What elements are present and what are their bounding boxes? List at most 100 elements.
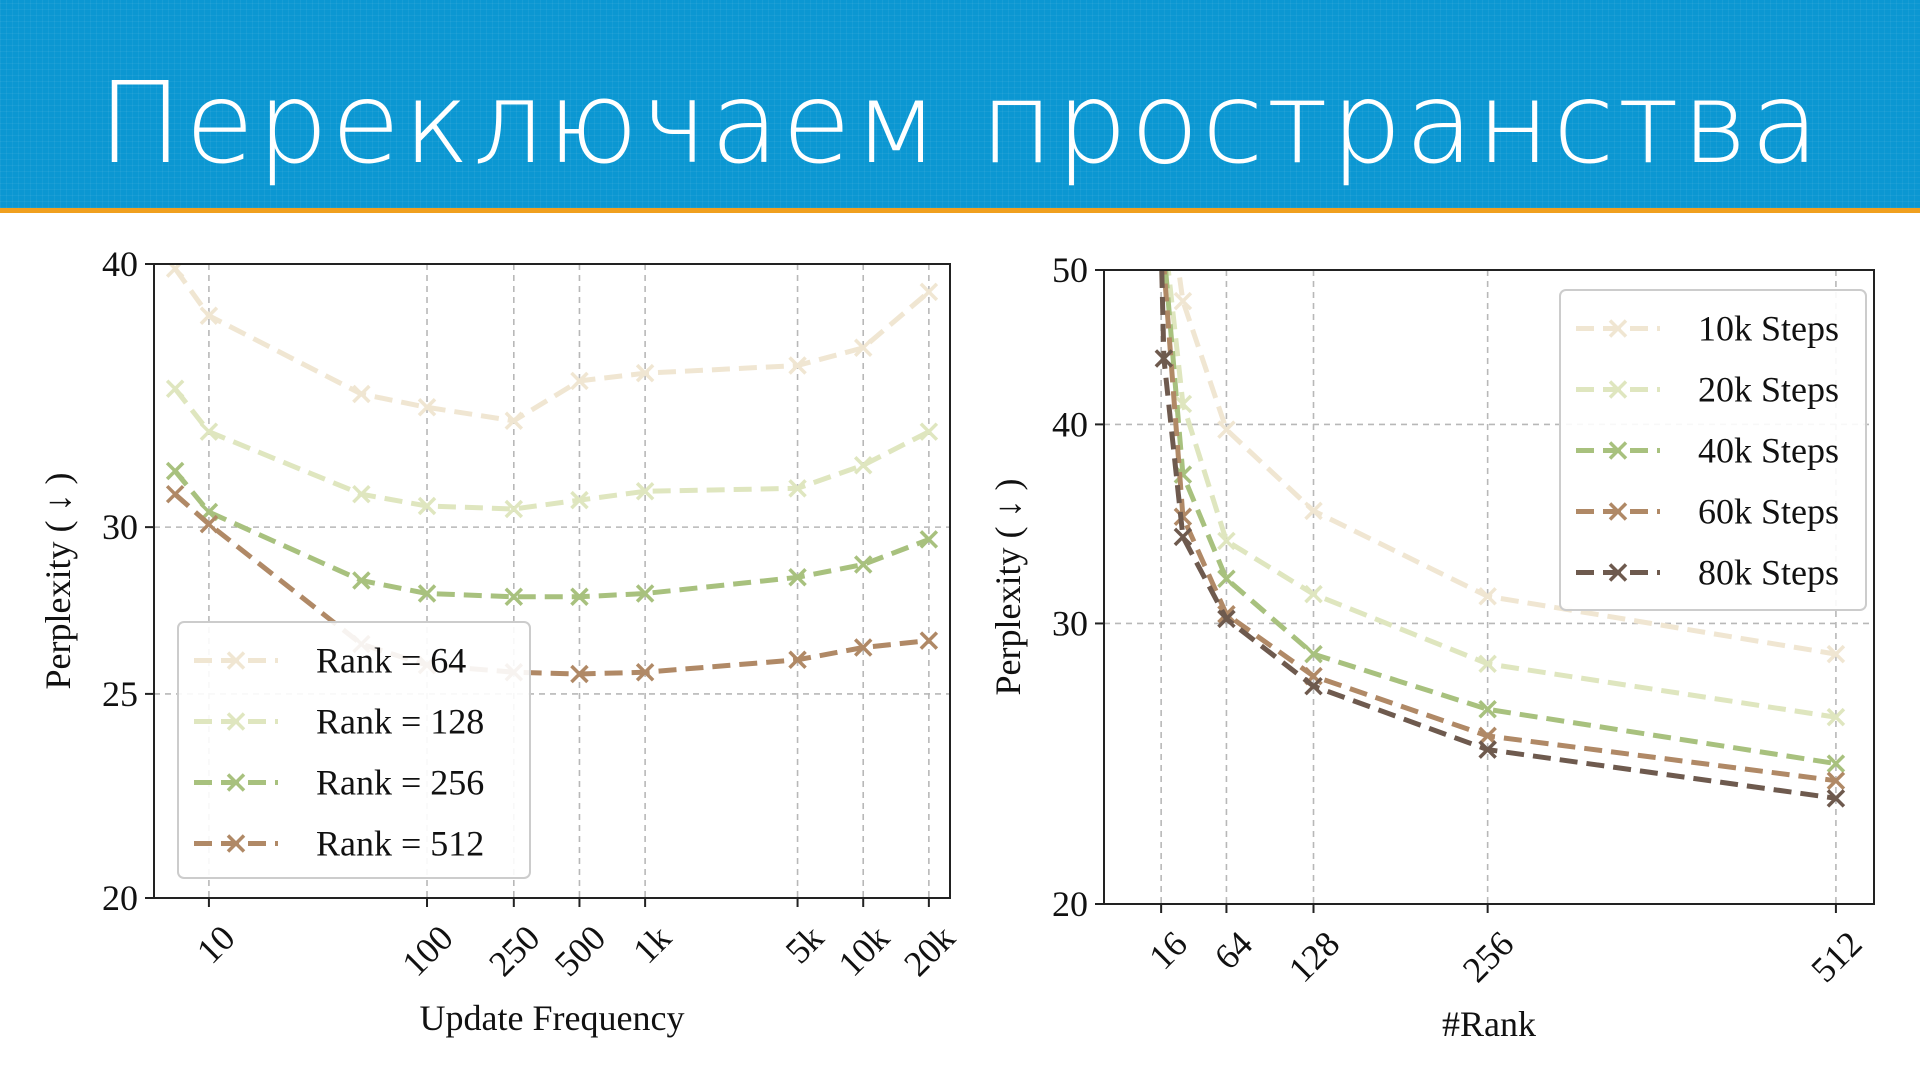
legend-label-rank-512: Rank = 512	[316, 824, 484, 864]
legend-marker	[226, 773, 246, 792]
y-tick-label: 40	[102, 244, 138, 284]
x-tick-label: 20k	[896, 917, 960, 983]
data-point-rank-256	[788, 568, 807, 587]
data-point-rank-128	[919, 422, 939, 441]
legend-label-rank-64: Rank = 64	[316, 641, 466, 681]
plot-frame	[153, 263, 951, 899]
data-point-rank-64	[504, 411, 524, 430]
series-line-20k-steps	[1165, 270, 1837, 720]
data-point-80k-steps	[1153, 240, 1169, 251]
series-line-rank-64	[173, 267, 931, 424]
legend-label-20k-steps: 20k Steps	[1698, 370, 1839, 410]
x-axis-label: Update Frequency	[420, 998, 685, 1038]
legend-label-40k-steps: 40k Steps	[1698, 431, 1839, 471]
data-point-rank-64	[853, 338, 873, 357]
y-tick-label: 40	[1052, 404, 1088, 444]
data-point-rank-256	[352, 571, 371, 590]
data-point-10k-steps	[1826, 644, 1846, 664]
plot-area	[165, 264, 939, 684]
x-tick-label: 500	[547, 917, 613, 983]
data-point-80k-steps	[1304, 676, 1323, 696]
update-frequency-chart: 10 100 250 500 1k 5k 10k 20k 20 25 30 40 Update Freq…	[38, 244, 960, 1038]
legend-marker	[226, 651, 246, 670]
legend-label-rank-128: Rank = 128	[316, 702, 484, 742]
data-point-rank-64	[352, 384, 371, 404]
data-point-rank-256	[853, 555, 873, 574]
data-point-rank-256	[919, 530, 939, 549]
x-tick-label: 128	[1281, 923, 1347, 989]
legend-label-80k-steps: 80k Steps	[1698, 553, 1839, 593]
y-tick-label: 20	[1052, 884, 1088, 924]
data-point-80k-steps	[1173, 527, 1193, 547]
x-tick-label: 256	[1455, 923, 1521, 989]
series-line-rank-256	[173, 469, 930, 600]
y-axis-label: Perplexity ( ↓ )	[38, 473, 78, 690]
data-point-rank-128	[352, 484, 371, 504]
data-point-rank-512	[635, 662, 655, 682]
legend-marker	[1608, 441, 1628, 460]
series-line-rank-512	[173, 492, 930, 677]
data-point-rank-64	[635, 363, 655, 383]
plot-frame	[1103, 269, 1875, 905]
legend-marker	[226, 834, 246, 853]
legend-box	[177, 621, 531, 879]
data-point-60k-steps	[1826, 771, 1846, 790]
y-tick-label: 25	[102, 674, 138, 714]
data-point-rank-512	[165, 484, 185, 504]
data-point-80k-steps	[1826, 789, 1846, 808]
x-tick-label: 512	[1803, 923, 1869, 989]
data-point-10k-steps	[1173, 291, 1193, 311]
y-tick-label: 30	[1052, 603, 1088, 643]
y-tick-label: 30	[102, 507, 138, 547]
data-point-rank-64	[788, 356, 807, 375]
data-point-rank-128	[570, 490, 589, 510]
legend-marker	[1608, 380, 1628, 399]
data-point-10k-steps	[1217, 420, 1236, 439]
series-line-rank-128	[173, 387, 931, 512]
data-point-rank-64	[919, 282, 939, 302]
data-point-20k-steps	[1217, 531, 1236, 551]
y-axis-label: Perplexity ( ↓ )	[988, 479, 1028, 696]
data-point-40k-steps	[1478, 700, 1497, 719]
data-point-80k-steps	[1154, 349, 1174, 368]
legend-box	[1559, 289, 1867, 611]
x-tick-label: 64	[1206, 923, 1260, 977]
data-point-rank-512	[853, 638, 873, 657]
legend-marker	[226, 712, 246, 731]
data-point-rank-128	[853, 456, 873, 475]
x-tick-label: 16	[1141, 923, 1195, 977]
header-divider	[0, 208, 1920, 213]
data-point-rank-256	[165, 461, 185, 481]
plot-area	[1153, 240, 1846, 808]
data-point-40k-steps	[1304, 644, 1323, 664]
data-point-rank-512	[199, 514, 219, 534]
x-tick-label: 10	[189, 917, 243, 971]
slide-title: Переключаем пространства	[98, 59, 1823, 189]
data-point-20k-steps	[1304, 584, 1323, 604]
x-tick-label: 250	[481, 917, 547, 983]
data-point-rank-128	[199, 422, 219, 441]
data-point-rank-64	[570, 371, 589, 391]
legend-marker	[1608, 563, 1628, 582]
x-tick-label: 100	[394, 917, 460, 983]
legend-marker	[1608, 502, 1628, 521]
data-point-rank-512	[788, 650, 807, 670]
data-point-rank-256	[570, 587, 589, 607]
data-point-20k-steps	[1826, 707, 1846, 727]
series-line-10k-steps	[1176, 270, 1837, 657]
data-point-rank-256	[504, 587, 524, 607]
data-point-rank-64	[199, 306, 219, 325]
data-point-60k-steps	[1478, 726, 1497, 746]
x-tick-label: 10k	[830, 917, 896, 983]
y-tick-label: 20	[102, 878, 138, 918]
slide-header: Переключаем пространства	[0, 0, 1920, 208]
data-point-40k-steps	[1826, 754, 1846, 773]
data-point-rank-512	[919, 631, 939, 650]
data-point-40k-steps	[1217, 569, 1236, 589]
legend-label-rank-256: Rank = 256	[316, 763, 484, 803]
data-point-rank-512	[570, 664, 589, 684]
x-axis-label: #Rank	[1442, 1004, 1536, 1044]
data-point-rank-128	[165, 379, 185, 398]
data-point-10k-steps	[1478, 587, 1497, 606]
data-point-rank-256	[635, 584, 655, 603]
